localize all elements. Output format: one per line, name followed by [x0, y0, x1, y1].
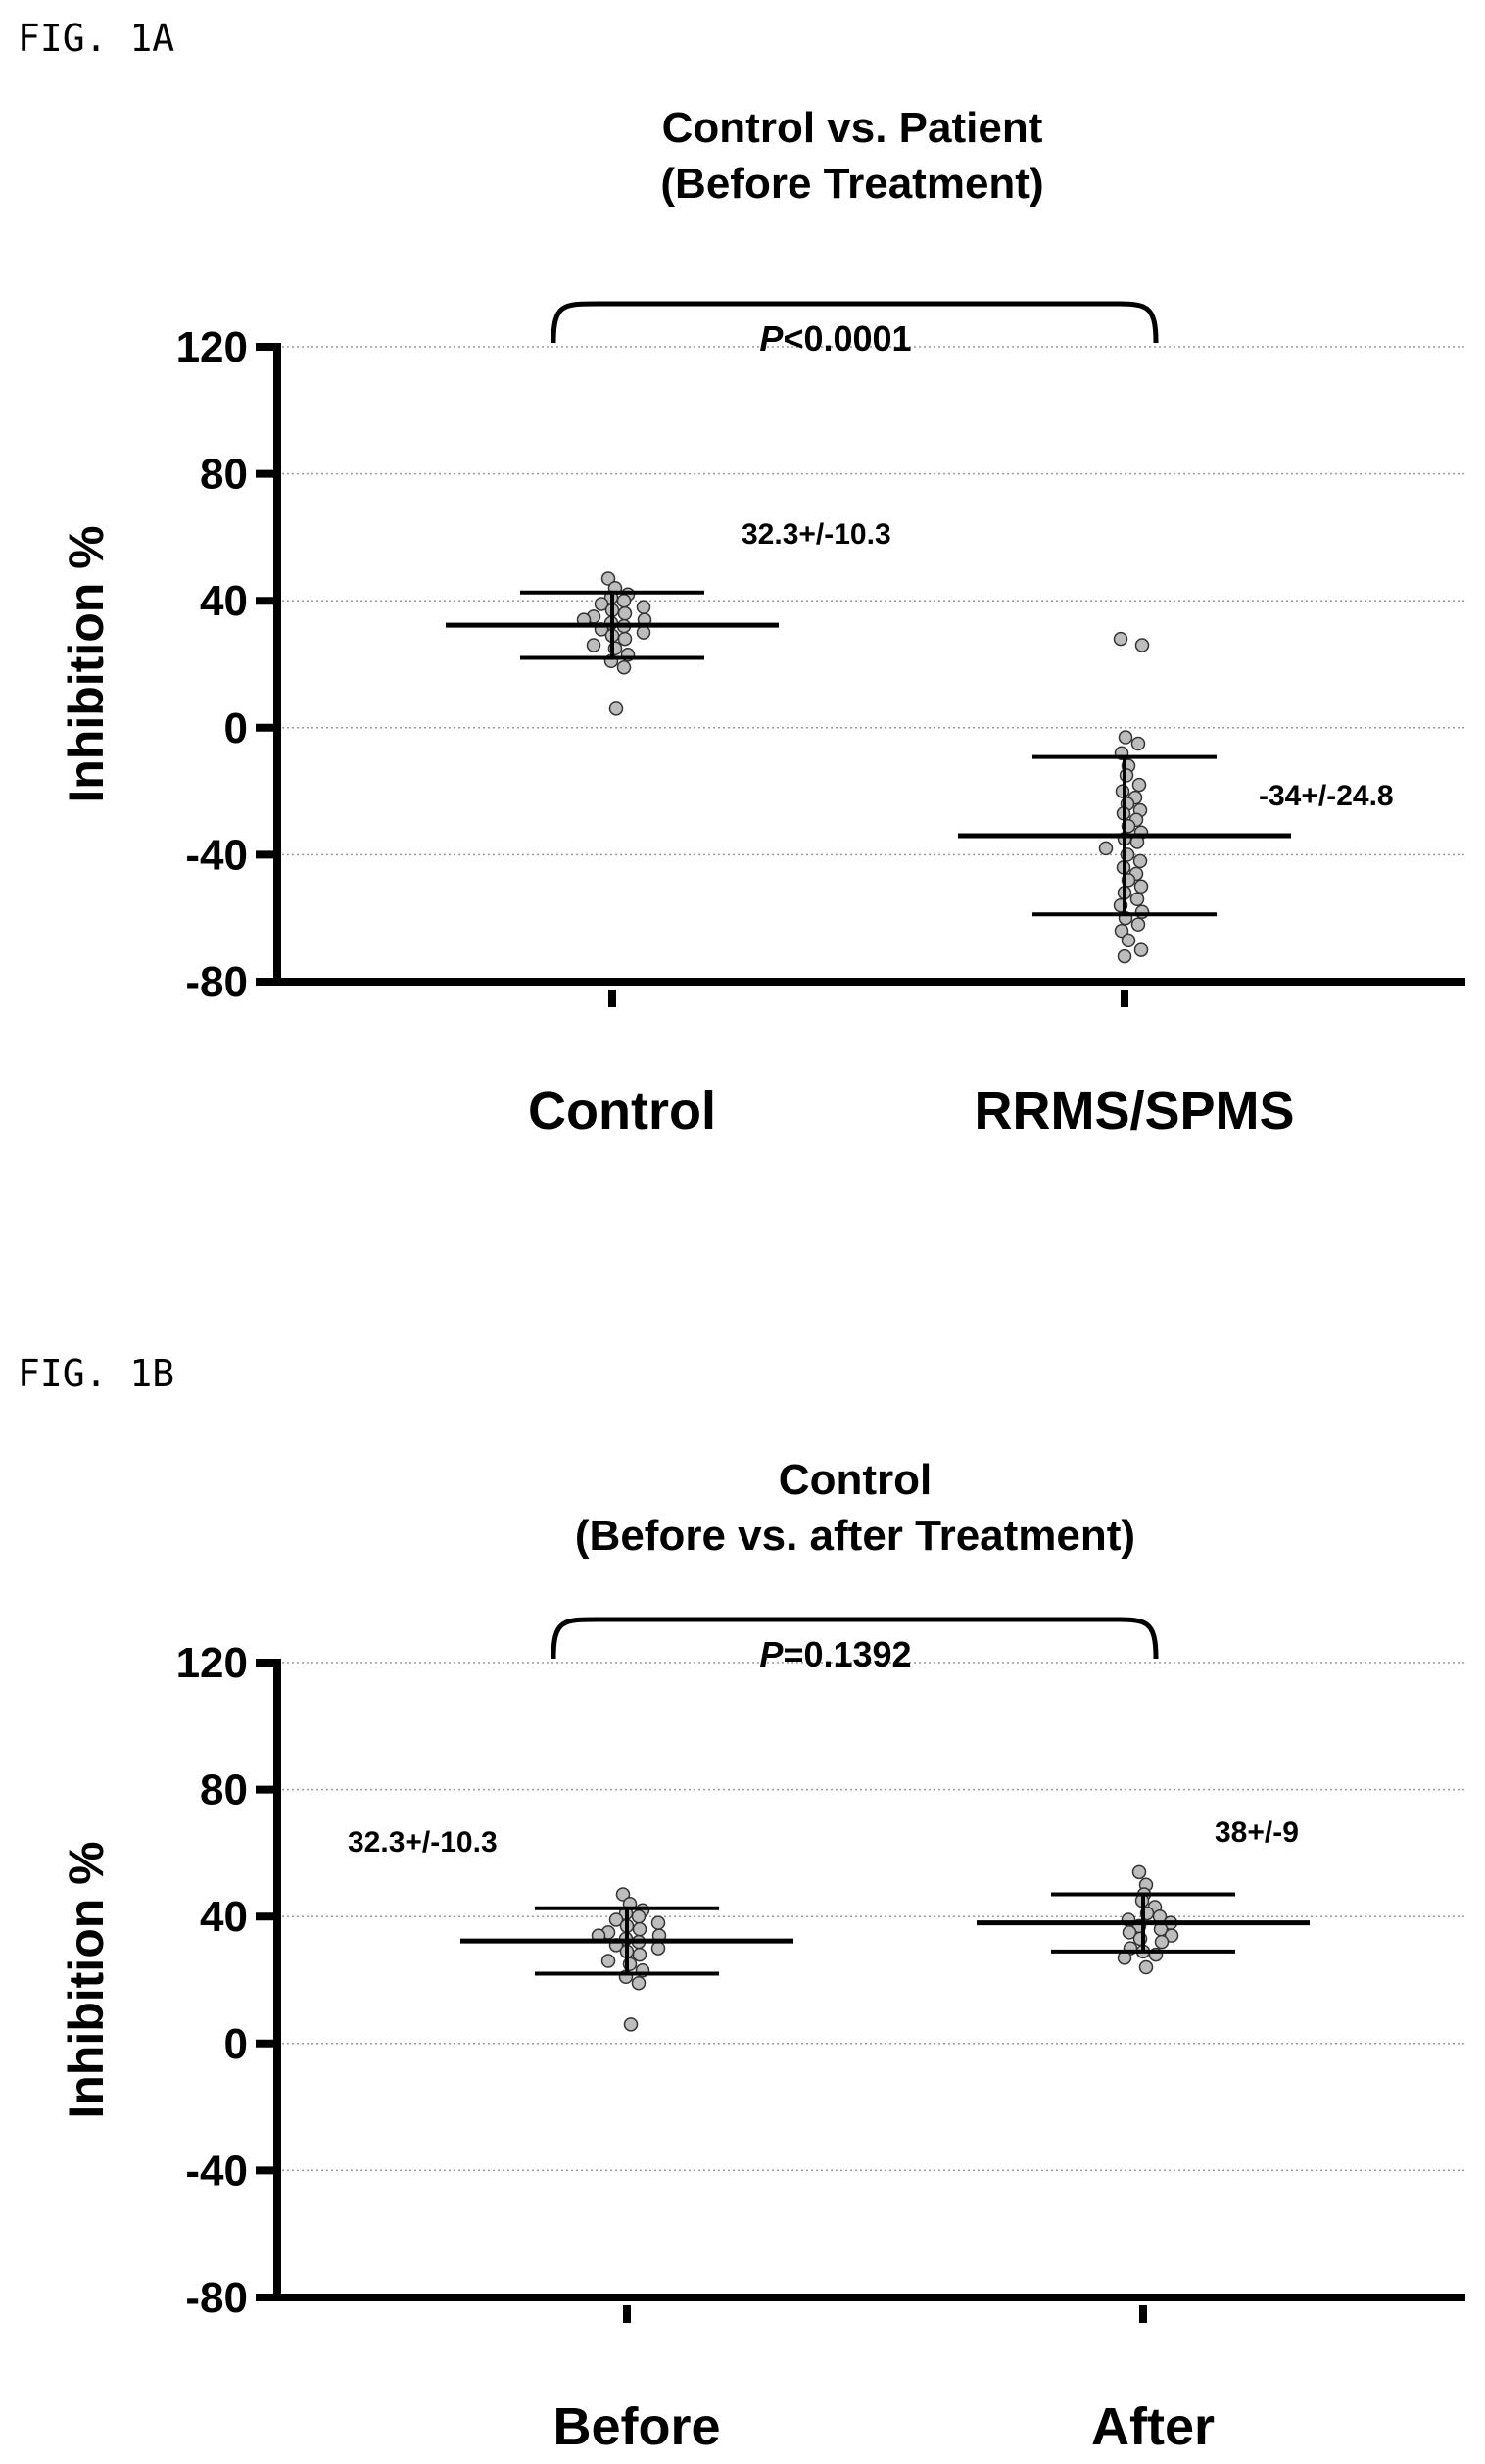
- fig-1a-p-value-prefix: P: [759, 318, 784, 359]
- fig-1a-y-tick-label: -40: [185, 831, 248, 879]
- fig-1a-data-point: [1117, 948, 1132, 964]
- fig-1a-y-tick-label: 0: [224, 704, 248, 752]
- fig-1a-label: FIG. 1A: [18, 17, 174, 60]
- fig-1a-data-point: [1129, 892, 1145, 907]
- panel-fig-1a: FIG. 1A Control vs. Patient (Before Trea…: [18, 17, 1465, 1140]
- fig-1a-axes: [273, 343, 1465, 986]
- fig-1a-data-point: [1121, 933, 1136, 948]
- fig-1a-data-point: [1118, 730, 1133, 745]
- fig-1a-data-point: [1133, 879, 1149, 894]
- fig-1b-x-category-label: After: [1091, 2397, 1215, 2456]
- fig-1a-y-tick-label: 80: [200, 451, 248, 499]
- fig-1a-title-line-1: Control vs. Patient: [662, 104, 1043, 152]
- fig-1b-title-line-1: Control: [779, 1456, 932, 1504]
- fig-1a-y-ticks: 120 80 40 0 -40 -80: [176, 323, 277, 1006]
- fig-1b-data-point: [650, 1915, 666, 1930]
- fig-1a-group-annotation: 32.3+/-10.3: [742, 518, 891, 551]
- fig-1b-y-tick-label: 120: [176, 1639, 248, 1687]
- fig-1a-y-tick-label: 120: [176, 323, 248, 371]
- fig-1b-categories: Before After: [552, 2305, 1215, 2456]
- fig-1b-p-value-prefix: P: [759, 1634, 784, 1674]
- panel-fig-1b: FIG. 1B Control (Before vs. after Treatm…: [18, 1352, 1465, 2456]
- fig-1b-y-tick-label: 0: [224, 2020, 248, 2068]
- fig-1a-data-point: [1132, 853, 1148, 869]
- fig-1b-data-point: [631, 1975, 647, 1991]
- fig-1b-group-annotation: 38+/-9: [1215, 1816, 1299, 1849]
- fig-1b-label: FIG. 1B: [18, 1352, 174, 1395]
- fig-1b-data-point: [1138, 1959, 1154, 1975]
- fig-1a-y-tick-label: 40: [200, 577, 248, 625]
- fig-1a-title-line-2: (Before Treatment): [660, 160, 1043, 208]
- fig-1a-data-point: [636, 625, 651, 640]
- fig-1b-data-point: [608, 1912, 624, 1927]
- fig-1b-data: 32.3+/-10.3 38+/-9: [348, 1816, 1310, 2032]
- fig-1b-y-tick-label: -40: [185, 2147, 248, 2195]
- fig-1a-data-point: [1131, 777, 1147, 793]
- fig-1a-data-point: [1133, 942, 1149, 957]
- fig-1b-data-point: [1154, 1934, 1170, 1950]
- fig-1a-data-point: [1130, 917, 1146, 932]
- fig-1a-gridlines: [277, 346, 1465, 856]
- fig-1b-data-point: [631, 1908, 647, 1924]
- fig-1b-data-point: [600, 1954, 616, 1968]
- fig-1b-y-tick-label: 40: [200, 1893, 248, 1941]
- fig-1b-group-annotation: 32.3+/-10.3: [348, 1826, 498, 1859]
- fig-1a-x-category-label: RRMS/SPMS: [974, 1082, 1294, 1140]
- fig-1a-y-axis-label: Inhibition %: [59, 525, 114, 802]
- fig-1b-data-point: [623, 2017, 639, 2032]
- fig-1a-data-point: [1113, 631, 1128, 647]
- fig-1b-title-line-2: (Before vs. after Treatment): [575, 1512, 1135, 1560]
- fig-1a-x-category-label: Control: [528, 1082, 716, 1140]
- fig-1a-data-point: [1130, 736, 1146, 751]
- fig-1a-data-point: [1114, 923, 1129, 939]
- fig-1b-data-point: [632, 1921, 647, 1937]
- fig-1a-significance-bracket: [551, 301, 1159, 344]
- fig-1a-data-point: [608, 701, 624, 716]
- fig-1b-p-value: P=0.1392: [759, 1634, 911, 1674]
- fig-1b-data-point: [615, 1887, 631, 1902]
- fig-1a-categories: Control RRMS/SPMS: [528, 990, 1295, 1140]
- fig-1a-y-tick-label: -80: [185, 958, 248, 1006]
- fig-1a-data-point: [617, 605, 633, 621]
- fig-1a-data-point: [1098, 841, 1114, 856]
- fig-1a-group-annotation: -34+/-24.8: [1259, 780, 1394, 812]
- fig-1b-data-point: [632, 1947, 647, 1962]
- fig-1a-data-point: [600, 571, 616, 586]
- fig-1b-data-point: [1131, 1864, 1147, 1880]
- fig-1b-data-point: [1164, 1928, 1179, 1943]
- fig-1a-data-point: [636, 600, 651, 614]
- fig-1a-data-point: [586, 638, 601, 652]
- fig-1b-x-category-label: Before: [552, 2397, 720, 2456]
- fig-1b-p-value-text: =0.1392: [783, 1634, 911, 1674]
- fig-1b-data-point: [1122, 1925, 1137, 1940]
- fig-1a-data-point: [616, 659, 632, 675]
- fig-1b-y-tick-label: 80: [200, 1766, 248, 1814]
- fig-1a-p-value-text: <0.0001: [783, 318, 911, 359]
- fig-1a-data-point: [1134, 638, 1150, 652]
- fig-1b-y-tick-label: -80: [185, 2274, 248, 2322]
- fig-1a-p-value: P<0.0001: [759, 318, 911, 359]
- fig-1a-data-point: [616, 593, 632, 608]
- fig-1b-data-point: [650, 1941, 666, 1956]
- fig-1b-gridlines: [277, 1662, 1465, 2172]
- fig-1a-data-point: [594, 597, 609, 611]
- fig-1b-significance-bracket: [551, 1617, 1159, 1660]
- fig-1a-data: 32.3+/-10.3 -34+/-24.8: [446, 518, 1394, 964]
- fig-1b-y-axis-label: Inhibition %: [59, 1841, 114, 2118]
- fig-1b-axes: [273, 1659, 1465, 2301]
- fig-1b-y-ticks: 120 80 40 0 -40 -80: [176, 1639, 277, 2322]
- fig-1a-data-point: [617, 631, 633, 647]
